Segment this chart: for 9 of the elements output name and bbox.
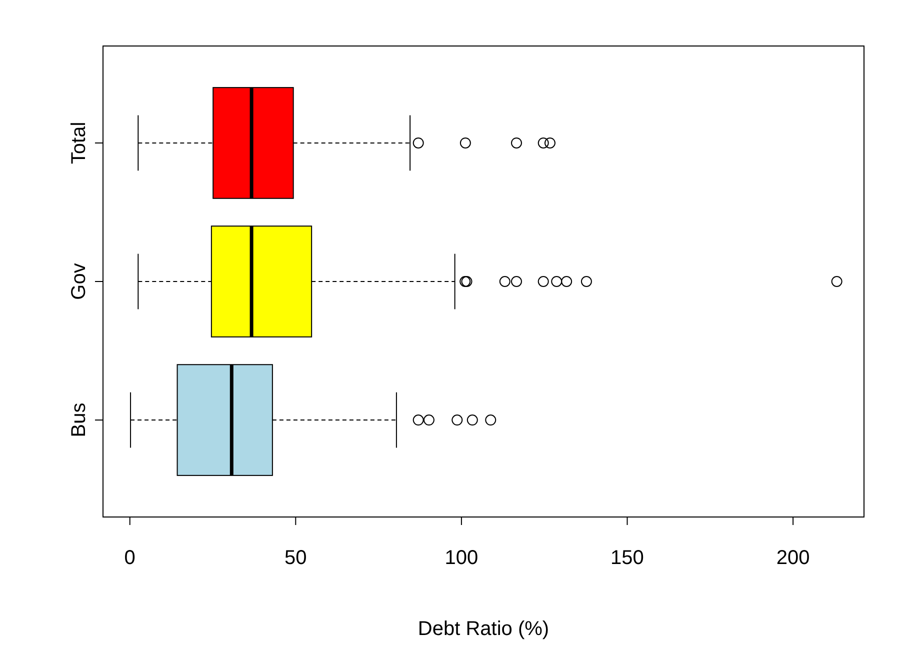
x-tick-label: 0 [124, 547, 136, 569]
x-tick-label: 100 [444, 547, 478, 569]
x-tick-label: 150 [610, 547, 644, 569]
y-tick-label: Gov [68, 263, 90, 300]
x-axis-title: Debt Ratio (%) [418, 618, 550, 640]
y-tick-label: Bus [68, 402, 90, 438]
x-tick-label: 50 [284, 547, 307, 569]
y-tick-label: Total [68, 122, 90, 164]
x-tick-label: 200 [776, 547, 810, 569]
